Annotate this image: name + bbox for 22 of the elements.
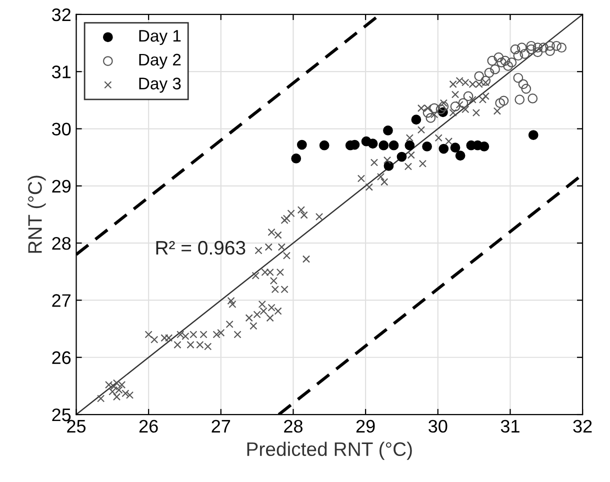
x-tick-label: 32 [573, 420, 592, 433]
y-tick-label: 29 [52, 180, 71, 193]
x-tick-label: 31 [500, 420, 520, 433]
y-tick-label: 25 [52, 408, 71, 422]
x-tick-label: 27 [212, 420, 230, 432]
y-tick-label: 30 [52, 122, 71, 136]
legend-label: Day 2 [139, 54, 181, 69]
y-tick-label: 32 [52, 8, 70, 22]
y-tick-label: 26 [52, 351, 71, 364]
y-axis-title: RNT (°C) [28, 176, 46, 253]
x-tick-label: 28 [284, 420, 302, 433]
x-tick-label: 25 [67, 420, 86, 433]
annotation: R² = 0.963 [156, 240, 246, 255]
legend-label: Day 1 [139, 30, 181, 45]
legend-label: Day 3 [139, 78, 181, 93]
x-tick-label: 26 [139, 420, 158, 433]
y-tick-label: 31 [52, 66, 71, 78]
y-tick-label: 27 [52, 294, 70, 307]
x-tick-label: 29 [356, 420, 375, 433]
x-axis-title: Predicted RNT (°C) [247, 442, 412, 460]
y-tick-label: 28 [52, 237, 71, 250]
x-tick-label: 30 [428, 420, 448, 433]
